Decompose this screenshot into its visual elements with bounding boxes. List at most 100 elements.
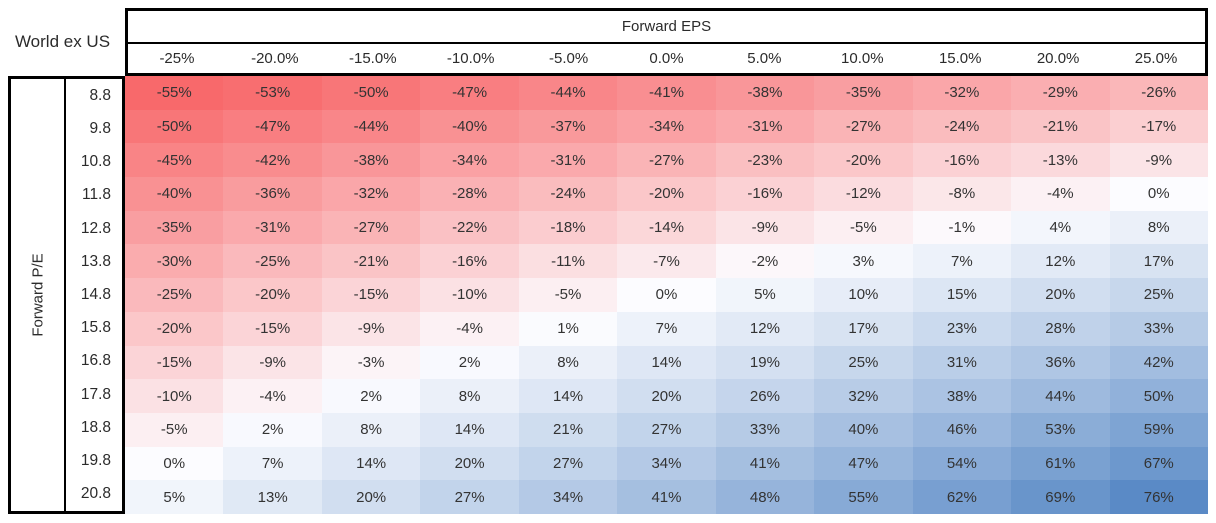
heatmap-cell: -41% [617, 76, 716, 110]
heatmap-cell: -23% [715, 143, 815, 178]
heatmap-cell: 17% [1109, 244, 1208, 279]
heatmap-cell: -18% [518, 210, 618, 245]
heatmap-cell: -44% [321, 109, 421, 144]
column-header: 25.0% [1134, 50, 1178, 67]
column-header: 10.0% [841, 50, 884, 67]
heatmap-cell: -20% [125, 311, 224, 346]
heatmap-cell: -16% [912, 143, 1012, 178]
column-group-block: Forward EPS -25% -20.0% -15.0% -10.0% -5.0% 0… [125, 8, 1208, 76]
heatmap-cell: -42% [223, 143, 322, 178]
heatmap-cell: 54% [912, 446, 1012, 481]
row-header: 13.8 [80, 252, 111, 270]
heatmap-cell: 41% [715, 446, 815, 481]
heatmap-cell: -5% [814, 210, 913, 245]
heatmap-cell: -27% [321, 210, 421, 245]
heatmap-cell: 7% [617, 311, 716, 346]
heatmap-cell: 8% [518, 345, 618, 380]
column-header: -25% [159, 50, 195, 67]
column-header: -5.0% [548, 50, 589, 67]
heatmap-cell: -38% [321, 143, 421, 178]
heatmap-cell: 15% [912, 278, 1012, 312]
heatmap-cell: 13% [223, 480, 322, 514]
heatmap-cell: -9% [321, 311, 421, 346]
heatmap-cell: 31% [912, 345, 1012, 380]
heatmap-cell: 32% [814, 379, 913, 413]
heatmap-cell: 34% [617, 446, 716, 481]
row-headers-column: 8.8 9.8 10.8 11.8 12.8 13.8 14.8 15.8 16.8 17.8 18… [66, 79, 122, 511]
column-header: 5.0% [747, 50, 782, 67]
heatmap-cell: -12% [814, 177, 913, 211]
heatmap-cell: 26% [715, 379, 815, 413]
heatmap-cell: 2% [420, 345, 519, 380]
heatmap-cell: -15% [223, 311, 322, 346]
column-group-header: Forward EPS [128, 11, 1205, 44]
heatmap-cell: -25% [125, 278, 224, 312]
heatmap-cell: 42% [1109, 345, 1208, 380]
heatmap-cell: 7% [223, 446, 322, 481]
heatmap-cell: -24% [518, 177, 618, 211]
heatmap-cell: 12% [715, 311, 815, 346]
heatmap-cell: 55% [814, 480, 913, 514]
row-header: 10.8 [80, 153, 111, 171]
row-header: 11.8 [81, 186, 111, 204]
heatmap-cell: -26% [1109, 76, 1208, 110]
heatmap-cell: -47% [223, 109, 322, 144]
heatmap-cell: -22% [420, 210, 519, 245]
heatmap-cell: 2% [321, 379, 421, 413]
heatmap-cell: -15% [125, 345, 224, 380]
heatmap-cell: -5% [125, 412, 224, 447]
heatmap-cell: -29% [1011, 76, 1110, 110]
heatmap-cell: -10% [420, 278, 519, 312]
row-header: 14.8 [80, 285, 111, 303]
heatmap-cell: 14% [617, 345, 716, 380]
heatmap-cell: 34% [518, 480, 618, 514]
heatmap-cell: -2% [715, 244, 815, 279]
heatmap-cell: 50% [1109, 379, 1208, 413]
heatmap-cell: 4% [1011, 210, 1110, 245]
heatmap-cell: -4% [420, 311, 519, 346]
heatmap-cell: 14% [518, 379, 618, 413]
row-group-block: Forward P/E 8.8 9.8 10.8 11.8 12.8 13.8 14.8 15… [8, 76, 125, 514]
heatmap-cell: -1% [912, 210, 1012, 245]
row-header: 17.8 [80, 385, 111, 403]
heatmap-cell: -31% [715, 109, 815, 144]
row-header: 12.8 [80, 219, 111, 237]
heatmap-cell: -16% [420, 244, 519, 279]
heatmap-cell: 8% [321, 412, 421, 447]
heatmap-cell: 2% [223, 412, 322, 447]
heatmap-cell: 61% [1011, 446, 1110, 481]
heatmap-cell: -30% [125, 244, 224, 279]
heatmap-cell: -50% [125, 109, 224, 144]
heatmap-cell: -27% [617, 143, 716, 178]
heatmap-cell: 19% [715, 345, 815, 380]
row-header: 18.8 [80, 418, 111, 436]
heatmap-cell: -4% [223, 379, 322, 413]
heatmap-cell: 47% [814, 446, 913, 481]
column-header: -10.0% [446, 50, 495, 67]
heatmap-cell: 20% [420, 446, 519, 481]
column-header: 20.0% [1036, 50, 1080, 67]
heatmap-cell: 53% [1011, 412, 1110, 447]
heatmap-cell: -20% [617, 177, 716, 211]
heatmap-cell: 8% [1109, 210, 1208, 245]
heatmap-cell: -50% [321, 76, 421, 110]
heatmap-cell: -53% [223, 76, 322, 110]
heatmap-cell: -55% [125, 76, 224, 110]
heatmap-cell: -36% [223, 177, 322, 211]
heatmap-cell: -27% [814, 109, 913, 144]
heatmap-cell: 27% [420, 480, 519, 514]
heatmap-cell: 1% [518, 311, 618, 346]
heatmap-cell: 69% [1011, 480, 1110, 514]
heatmap-cell: -28% [420, 177, 519, 211]
heatmap-cell: 21% [518, 412, 618, 447]
column-headers-row: -25% -20.0% -15.0% -10.0% -5.0% 0.0% 5.0% 10.0%… [128, 44, 1205, 73]
heatmap-cell: -37% [518, 109, 618, 144]
heatmap-cell: 0% [125, 446, 224, 481]
heatmap-cell: 48% [715, 480, 815, 514]
heatmap-cell: -32% [912, 76, 1012, 110]
heatmap-cell: 20% [321, 480, 421, 514]
heatmap-cell: 27% [617, 412, 716, 447]
heatmap-cell: -16% [715, 177, 815, 211]
heatmap-cell: -4% [1011, 177, 1110, 211]
